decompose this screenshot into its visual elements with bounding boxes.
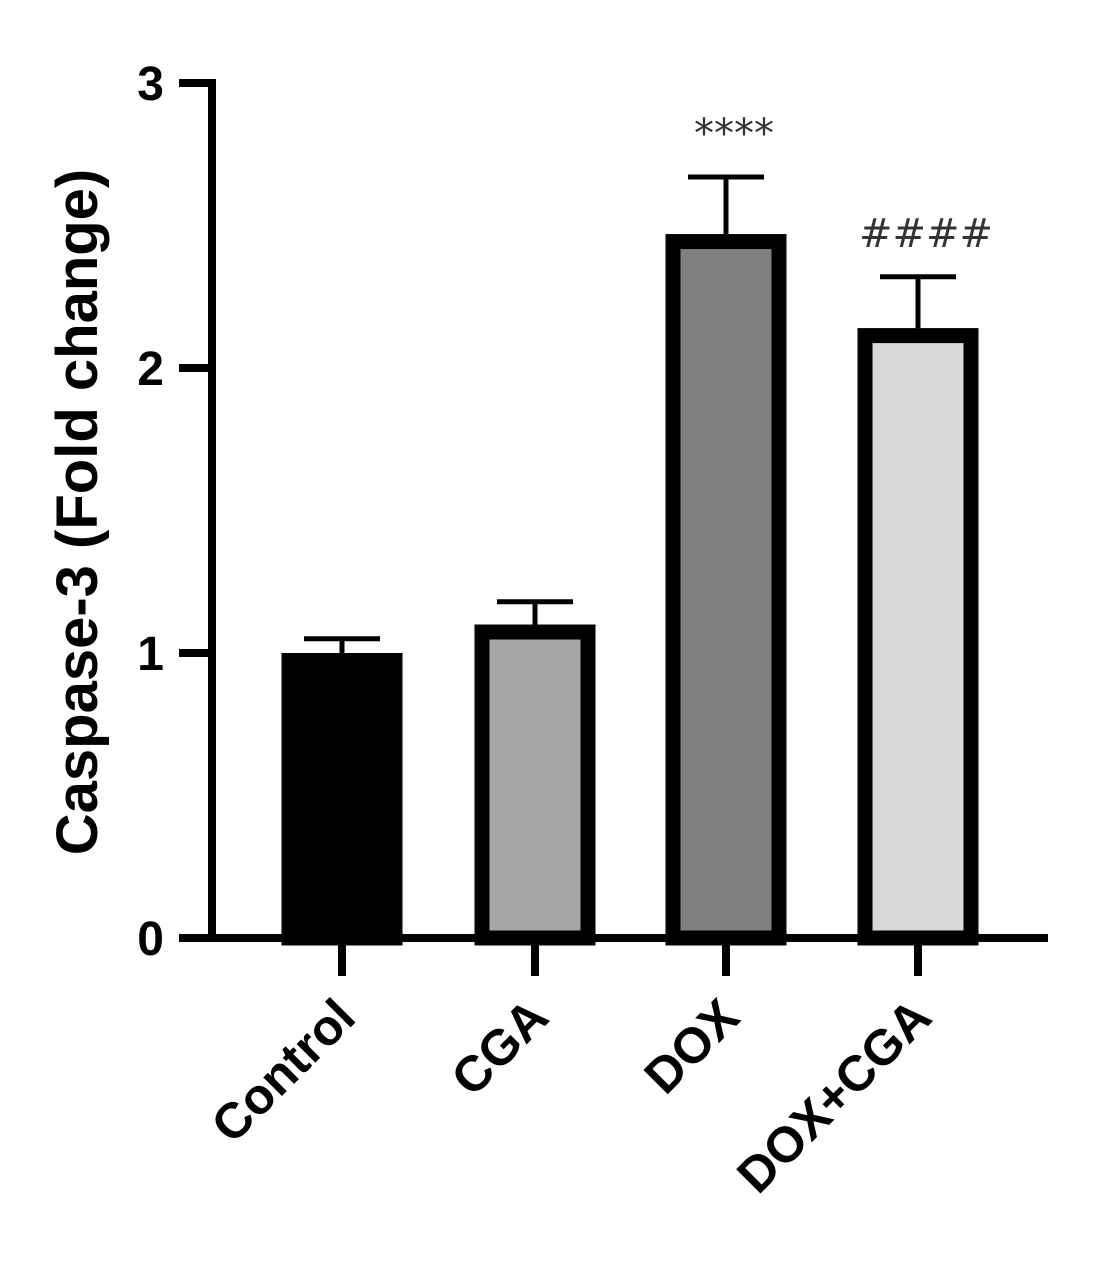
bar-dox-cga bbox=[857, 328, 979, 946]
bar-dox bbox=[665, 234, 787, 946]
x-tick-label: DOX+CGA bbox=[726, 988, 941, 1203]
x-tick-label: Control bbox=[201, 988, 366, 1153]
x-tick-label: CGA bbox=[441, 988, 559, 1106]
bar-control bbox=[281, 653, 403, 946]
x-tick-label: DOX bbox=[634, 988, 750, 1104]
y-tick-label: 1 bbox=[137, 628, 164, 681]
significance-annotation: **** bbox=[694, 111, 774, 157]
y-tick-label: 3 bbox=[137, 58, 164, 111]
bar-cga bbox=[474, 624, 596, 946]
y-axis-title: Caspase-3 (Fold change) bbox=[45, 169, 110, 855]
bars-layer: **** #### bbox=[281, 111, 993, 946]
y-tick-label: 0 bbox=[137, 913, 164, 966]
significance-annotation: #### bbox=[859, 211, 993, 257]
y-tick-label: 2 bbox=[137, 343, 164, 396]
